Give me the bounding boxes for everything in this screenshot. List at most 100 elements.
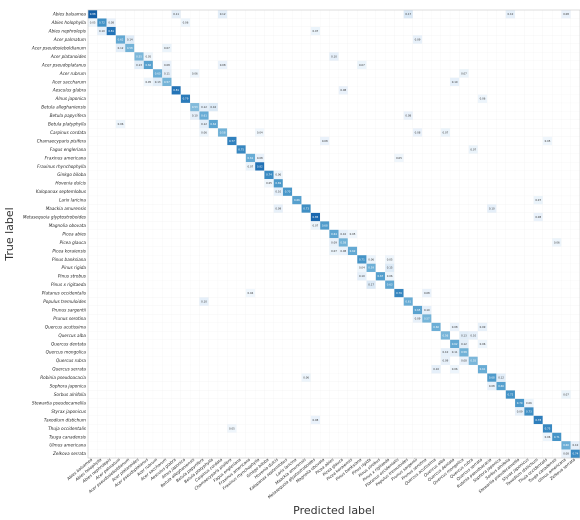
heatmap-cell [190, 238, 200, 247]
y-tick-label: Quercus alba [58, 333, 86, 338]
heatmap-cell [199, 9, 209, 19]
cell-value-label: 0.06 [201, 130, 207, 134]
heatmap-cell [97, 128, 107, 137]
heatmap-cell [152, 398, 163, 408]
heatmap-cell [171, 305, 181, 315]
heatmap-cell [310, 187, 321, 197]
heatmap-cell [255, 255, 265, 264]
heatmap-cell [347, 162, 358, 171]
heatmap-cell [171, 432, 181, 442]
heatmap-cell [570, 424, 580, 433]
heatmap-cell [505, 424, 516, 433]
heatmap-cell [255, 102, 265, 112]
heatmap-cell [264, 314, 274, 323]
heatmap-cell [431, 339, 441, 349]
heatmap-cell [115, 178, 126, 188]
heatmap-cell [561, 331, 571, 340]
cell-value-label: 0.05 [229, 426, 235, 430]
heatmap-cell [459, 271, 469, 281]
heatmap-cell [171, 170, 181, 180]
heatmap-cell [552, 77, 562, 87]
heatmap-cell [87, 52, 98, 61]
heatmap-cell [115, 26, 126, 36]
heatmap-cell [468, 381, 479, 391]
heatmap-cell [394, 246, 404, 256]
heatmap-cell [366, 381, 376, 391]
heatmap-cell [524, 415, 534, 425]
heatmap-cell [217, 162, 228, 171]
heatmap-cell [505, 432, 516, 442]
heatmap-cell [97, 390, 107, 399]
heatmap-cell [459, 187, 469, 197]
cell-value-label: 0.81 [173, 88, 179, 92]
heatmap-cell [533, 331, 543, 340]
heatmap-cell [357, 195, 367, 205]
heatmap-cell [440, 102, 451, 112]
heatmap-cell [459, 415, 469, 425]
heatmap-cell [468, 407, 479, 416]
heatmap-cell [533, 52, 543, 61]
heatmap-cell [431, 18, 441, 28]
heatmap-cell [477, 69, 488, 78]
heatmap-cell [115, 364, 126, 374]
heatmap-cell [524, 212, 534, 222]
heatmap-cell [552, 424, 562, 433]
heatmap-cell [171, 297, 181, 306]
heatmap-cell [366, 305, 376, 315]
heatmap-cell [403, 246, 414, 256]
heatmap-cell [422, 60, 432, 70]
heatmap-cell [552, 153, 562, 163]
heatmap-cell [477, 348, 488, 357]
heatmap-cell [190, 322, 200, 332]
heatmap-cell [292, 18, 302, 28]
heatmap-cell [449, 263, 460, 273]
heatmap-cell [552, 52, 562, 61]
heatmap-cell [347, 263, 358, 273]
heatmap-cell [449, 297, 460, 306]
heatmap-cell [384, 145, 395, 154]
heatmap-cell [375, 102, 386, 112]
heatmap-cell [487, 415, 497, 425]
heatmap-cell [162, 52, 172, 61]
heatmap-cell [106, 77, 116, 87]
heatmap-cell [505, 331, 516, 340]
heatmap-cell [236, 364, 246, 374]
cell-value-label: 0.07 [313, 223, 319, 227]
heatmap-cell [106, 238, 116, 247]
heatmap-cell [394, 69, 404, 78]
heatmap-cell [190, 204, 200, 213]
heatmap-cell [273, 52, 284, 61]
heatmap-cell [162, 187, 172, 197]
heatmap-cell [487, 153, 497, 163]
heatmap-cell [125, 86, 135, 95]
heatmap-cell [125, 128, 135, 137]
heatmap-cell [524, 424, 534, 433]
heatmap-cell [514, 415, 525, 425]
cell-value-label: 0.09 [415, 37, 421, 41]
heatmap-cell [459, 305, 469, 315]
heatmap-cell [115, 263, 126, 273]
heatmap-cell [505, 195, 516, 205]
heatmap-cell [487, 18, 497, 28]
heatmap-cell [487, 60, 497, 70]
cell-value-label: 0.12 [461, 342, 467, 346]
heatmap-cell [505, 153, 516, 163]
heatmap-cell [171, 415, 181, 425]
heatmap-cell [320, 69, 330, 78]
heatmap-cell [310, 43, 321, 53]
heatmap-cell [384, 77, 395, 87]
heatmap-cell [106, 348, 116, 357]
heatmap-cell [533, 136, 543, 146]
heatmap-cell [552, 60, 562, 70]
heatmap-cell [533, 204, 543, 213]
heatmap-cell [496, 26, 506, 36]
heatmap-cell [487, 314, 497, 323]
heatmap-cell [217, 373, 228, 383]
heatmap-cell [162, 111, 172, 121]
heatmap-cell [255, 229, 265, 239]
heatmap-cell [245, 221, 256, 230]
heatmap-cell [329, 119, 339, 129]
heatmap-cell [375, 415, 386, 425]
heatmap-cell [152, 297, 163, 306]
heatmap-cell [282, 77, 293, 87]
